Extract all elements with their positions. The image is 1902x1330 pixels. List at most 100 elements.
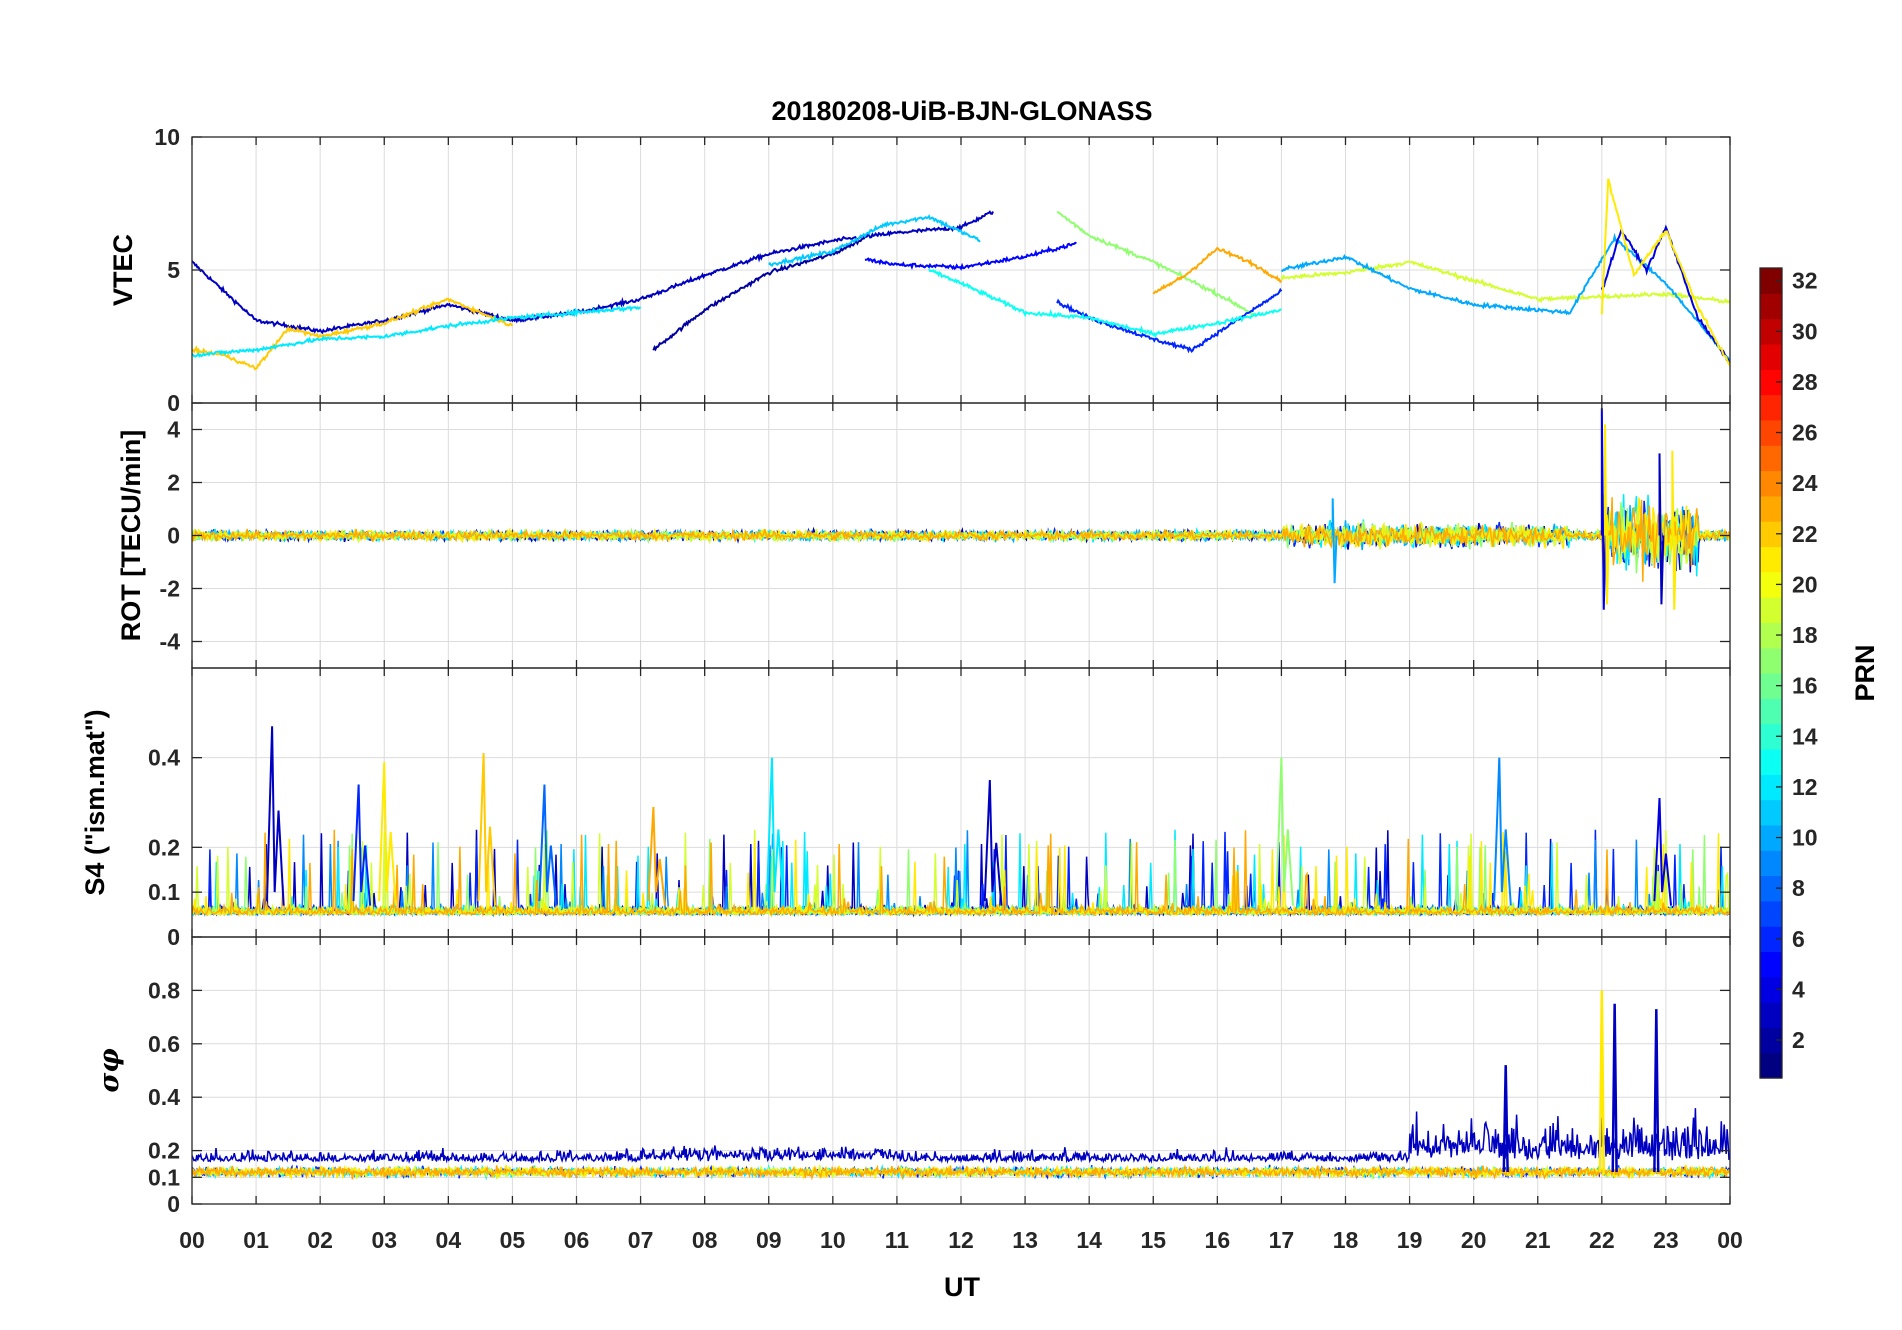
colorbar-segment	[1760, 976, 1782, 1003]
colorbar-segment	[1760, 774, 1782, 801]
colorbar-segment	[1760, 748, 1782, 775]
panel-vtec: 0 5 10 VTEC	[108, 124, 1731, 416]
series-line-prn-12	[192, 305, 642, 358]
colorbar-segment	[1760, 698, 1782, 725]
y-axis-label-vtec: VTEC	[108, 234, 138, 306]
colorbar-segment	[1760, 470, 1782, 497]
y-axis-label-sigma: σφ	[94, 1048, 125, 1093]
x-tick-label: 16	[1205, 1227, 1231, 1253]
peak-prn-17	[1275, 757, 1294, 906]
chart-title: 20180208-UiB-BJN-GLONASS	[771, 96, 1152, 126]
colorbar-tick-label: 22	[1792, 521, 1818, 547]
colorbar-segment	[1760, 521, 1782, 548]
colorbar-segment	[1760, 850, 1782, 877]
colorbar-segment	[1760, 597, 1782, 623]
series-line-prn-17	[1056, 210, 1256, 317]
colorbar-segment	[1760, 926, 1782, 953]
y-tick-label: 0.1	[148, 879, 180, 905]
y-tick-label: 10	[154, 124, 180, 150]
y-tick-label: 0.4	[148, 745, 180, 771]
peak-prn-12	[765, 757, 785, 906]
series-line-prn-2	[652, 237, 866, 352]
series-line-prn-10	[1280, 232, 1730, 362]
x-tick-label: 15	[1140, 1227, 1166, 1253]
series-line-prn-5	[864, 241, 1077, 271]
series-line-prn-13	[928, 268, 1282, 339]
colorbar-segment	[1760, 673, 1782, 699]
colorbar-segment	[1760, 419, 1782, 446]
y-tick-label: 0.4	[148, 1084, 180, 1110]
peak-prn-4	[1653, 797, 1673, 906]
colorbar-tick-label: 18	[1792, 622, 1818, 648]
colorbar-segment	[1760, 268, 1782, 294]
x-tick-label: 12	[948, 1227, 974, 1253]
x-tick-label: 00	[1717, 1227, 1743, 1253]
peak-prn-9	[1493, 757, 1512, 906]
x-tick-label: 01	[243, 1227, 269, 1253]
colorbar-segment	[1760, 1052, 1782, 1079]
x-tick-label: 13	[1012, 1227, 1038, 1253]
colorbar-tick-label: 4	[1792, 976, 1805, 1002]
colorbar-tick-label: 2	[1792, 1027, 1805, 1053]
colorbar-segment	[1760, 799, 1782, 826]
colorbar-segment	[1760, 647, 1782, 674]
peak-prn-23	[647, 806, 666, 906]
colorbar-tick-label: 8	[1792, 875, 1805, 901]
colorbar-tick-label: 28	[1792, 369, 1818, 395]
colorbar-tick-label: 12	[1792, 774, 1818, 800]
y-axis-label-rot: ROT [TECU/min]	[116, 430, 146, 641]
y-axis-label-s4: S4 ("ism.mat")	[80, 709, 110, 895]
y-tick-label: -2	[160, 576, 180, 602]
colorbar-segment	[1760, 571, 1782, 598]
colorbar-segment	[1760, 824, 1782, 851]
y-tick-label: 0.2	[148, 834, 180, 860]
y-tick-label: 0.2	[148, 1138, 180, 1164]
peak-prn-3	[1653, 1009, 1660, 1172]
x-tick-label: 10	[820, 1227, 846, 1253]
y-tick-label: 0.1	[148, 1164, 180, 1190]
colorbar-segment	[1760, 900, 1782, 927]
colorbar-segment	[1760, 343, 1782, 370]
y-tick-label: -4	[160, 629, 181, 655]
x-tick-label: 17	[1269, 1227, 1295, 1253]
colorbar-frame	[1759, 267, 1783, 1079]
colorbar-segment	[1760, 445, 1782, 472]
colorbar-segment	[1760, 318, 1782, 345]
colorbar-tick-label: 14	[1792, 723, 1818, 749]
y-tick-label: 0	[167, 523, 180, 549]
x-tick-label: 04	[436, 1227, 462, 1253]
colorbar-tick-label: 24	[1792, 470, 1818, 496]
y-tick-label: 0	[167, 1191, 180, 1217]
series-line-prn-19	[1280, 260, 1730, 304]
colorbar-tick-label: 26	[1792, 420, 1818, 446]
x-tick-label: 00	[179, 1227, 205, 1253]
spike-prn-4	[1600, 408, 1607, 610]
series-line-prn-23	[192, 497, 1730, 582]
peak-prn-21	[1598, 990, 1606, 1172]
peak-prn-3	[1502, 1065, 1509, 1172]
series-line-prn-11	[768, 214, 981, 268]
spike-prn-10	[1331, 498, 1338, 584]
x-tick-label: 11	[885, 1227, 910, 1253]
x-tick-label: 08	[692, 1227, 718, 1253]
series-line-prn-6	[1056, 287, 1283, 354]
x-tick-label: 05	[500, 1227, 526, 1253]
peak-prn-8	[538, 784, 557, 906]
panel-rot: -4 -2 0 2 4 ROT [TECU/min]	[116, 402, 1731, 669]
peak-prn-3	[265, 726, 285, 906]
y-tick-label: 4	[167, 417, 180, 443]
peak-prn-3	[983, 780, 1003, 906]
x-tick-label: 21	[1525, 1227, 1551, 1253]
panel-sigma: 00.10.2 0.4 0.6 0.8 σφ	[94, 936, 1731, 1217]
y-tick-label: 0.6	[148, 1031, 180, 1057]
x-tick-label: 18	[1333, 1227, 1359, 1253]
plot-area-s4	[192, 726, 1730, 918]
colorbar-segment	[1760, 293, 1782, 320]
colorbar-segment	[1760, 1027, 1782, 1054]
series-line-prn-23	[1152, 246, 1283, 295]
x-tick-label: 09	[756, 1227, 782, 1253]
y-tick-label: 0.8	[148, 977, 180, 1003]
colorbar-tick-label: 20	[1792, 571, 1818, 597]
spike-prn-21	[1604, 424, 1610, 605]
colorbar-tick-label: 10	[1792, 825, 1818, 851]
